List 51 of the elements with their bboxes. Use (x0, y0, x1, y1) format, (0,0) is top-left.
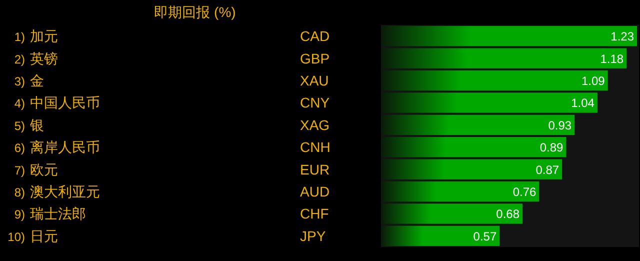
bar (381, 48, 627, 68)
data-label: 0.57 (473, 229, 497, 244)
bar (381, 114, 575, 135)
text: CHF (300, 206, 329, 222)
data-label: 1.09 (582, 74, 606, 88)
bar (381, 26, 637, 46)
bar (381, 181, 540, 202)
text: 8) (14, 186, 25, 200)
text: 5) (14, 118, 25, 133)
text: 10) (8, 230, 26, 244)
text: 即期回报 (%) (154, 4, 236, 20)
text: 7) (14, 163, 25, 178)
text: 1) (14, 30, 25, 44)
text: 3) (14, 74, 25, 88)
text: CNH (300, 139, 330, 156)
data-label: 0.89 (540, 140, 564, 155)
data-label: 0.93 (548, 118, 572, 132)
data-label: 0.76 (512, 185, 536, 199)
text: CNY (300, 94, 330, 111)
y-tick-label: 澳大利亚元 (30, 184, 100, 200)
bar (381, 70, 608, 91)
y-tick-label: 日元 (30, 228, 58, 244)
data-label: 1.23 (610, 30, 634, 44)
text: XAG (300, 116, 330, 133)
bar (381, 137, 566, 158)
text: AUD (300, 184, 330, 200)
text: EUR (300, 161, 330, 178)
bar (381, 204, 523, 224)
y-tick-label: 瑞士法郎 (30, 206, 86, 222)
data-label: 1.18 (600, 52, 624, 66)
text: JPY (300, 228, 326, 244)
y-tick-label: 离岸人民币 (30, 139, 100, 156)
y-tick-label: 中国人民币 (30, 94, 100, 111)
text: 4) (14, 96, 25, 111)
bar (381, 92, 598, 113)
y-tick-label: 欧元 (30, 161, 58, 178)
data-label: 0.87 (536, 162, 560, 177)
text: 9) (14, 208, 25, 222)
text: CAD (300, 28, 330, 44)
data-label: 0.68 (496, 207, 520, 222)
text: 6) (14, 141, 25, 156)
data-label: 1.04 (571, 96, 595, 110)
text: 2) (14, 52, 25, 66)
y-tick-label: 金 (30, 72, 44, 88)
y-tick-label: 加元 (30, 28, 58, 44)
text: GBP (300, 50, 330, 66)
text: XAU (300, 72, 329, 88)
y-tick-label: 英镑 (30, 50, 58, 66)
y-tick-label: 银 (29, 116, 44, 133)
bar (381, 159, 562, 180)
bar (381, 226, 500, 246)
